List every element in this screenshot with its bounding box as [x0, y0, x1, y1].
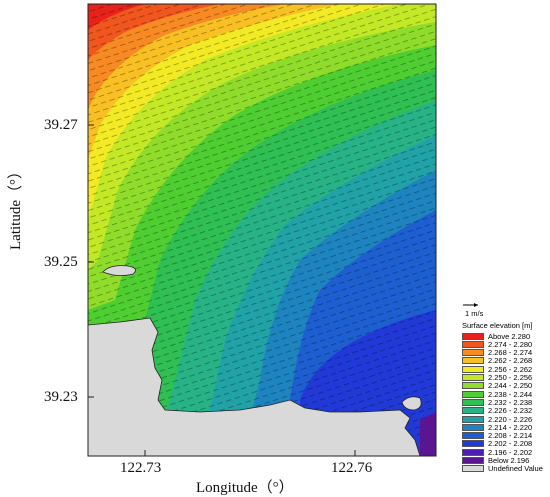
x-axis-title: Longitude（°） [196, 480, 294, 496]
y-tick-label: 39.27 [44, 117, 78, 133]
legend-entry: 2.262 - 2.268 [462, 356, 533, 366]
legend-entry: 2.238 - 2.244 [462, 389, 533, 399]
legend-entry: 2.214 - 2.220 [462, 422, 533, 432]
legend-entry: 2.244 - 2.250 [462, 381, 533, 391]
y-tick-label: 39.23 [44, 389, 78, 405]
legend-label: 2.262 - 2.268 [488, 356, 533, 366]
legend-entry: 2.268 - 2.274 [462, 348, 533, 358]
legend-swatch [462, 382, 484, 390]
legend-label: Above 2.280 [488, 331, 531, 341]
scale-label: 1 m/s [465, 309, 484, 318]
y-axis-title: Latitude（°） [8, 164, 24, 250]
plot-frame [87, 3, 437, 457]
legend-label: 2.220 - 2.226 [488, 414, 533, 424]
legend-swatch [462, 465, 484, 473]
legend-label: 2.214 - 2.220 [488, 422, 533, 432]
legend-entry: 2.232 - 2.238 [462, 397, 533, 407]
legend-label: 2.244 - 2.250 [488, 381, 533, 391]
legend-swatch [462, 448, 484, 456]
legend-entry: 2.250 - 2.256 [462, 373, 533, 382]
y-tick-label: 39.25 [44, 254, 78, 270]
legend-label: 2.274 - 2.280 [488, 339, 533, 349]
legend-swatch [462, 365, 484, 373]
legend-entry: 2.202 - 2.208 [462, 439, 533, 449]
legend-swatch [462, 357, 484, 365]
legend-entry: 2.226 - 2.232 [462, 406, 533, 416]
legend-swatch [462, 340, 484, 348]
legend-entry: 2.256 - 2.262 [462, 364, 533, 374]
legend-entry: 2.220 - 2.226 [462, 414, 533, 424]
band-below-2.196 [420, 412, 436, 456]
legend-label: 2.208 - 2.214 [488, 431, 533, 441]
legend-entry: Below 2.196 [462, 456, 530, 465]
legend-label: 2.226 - 2.232 [488, 406, 533, 416]
legend-swatch [462, 457, 484, 464]
legend-label: 2.202 - 2.208 [488, 439, 533, 449]
legend-label: Below 2.196 [488, 456, 530, 465]
legend-swatch [462, 374, 484, 381]
legend-entry: 2.196 - 2.202 [462, 447, 533, 457]
legend-title: Surface elevation [m] [462, 321, 533, 330]
legend-swatch [462, 423, 484, 431]
legend-entry: Undefined Value [462, 464, 543, 474]
legend-swatch [462, 390, 484, 398]
legend-swatch [462, 332, 484, 340]
legend-entry: Above 2.280 [462, 331, 531, 341]
legend-label: Undefined Value [488, 464, 543, 474]
x-tick-label: 122.73 [120, 460, 162, 476]
legend-swatch [462, 407, 484, 415]
legend-label: 2.238 - 2.244 [488, 389, 533, 399]
legend-swatch [462, 440, 484, 448]
legend-swatch [462, 349, 484, 357]
plot-area [88, 4, 436, 456]
x-tick-label: 122.76 [331, 460, 373, 476]
legend-label: 2.196 - 2.202 [488, 447, 533, 457]
islet [401, 396, 422, 411]
legend-entry: 2.208 - 2.214 [462, 431, 533, 441]
legend-swatch [462, 398, 484, 406]
land-undefined-area [88, 317, 421, 456]
legend-label: 2.268 - 2.274 [488, 348, 533, 358]
legend-label: 2.232 - 2.238 [488, 397, 533, 407]
island [102, 265, 136, 276]
legend-entry: 2.274 - 2.280 [462, 339, 533, 349]
legend-swatch [462, 415, 484, 423]
legend-swatch [462, 432, 484, 440]
legend-label: 2.256 - 2.262 [488, 364, 533, 374]
legend-label: 2.250 - 2.256 [488, 373, 533, 382]
